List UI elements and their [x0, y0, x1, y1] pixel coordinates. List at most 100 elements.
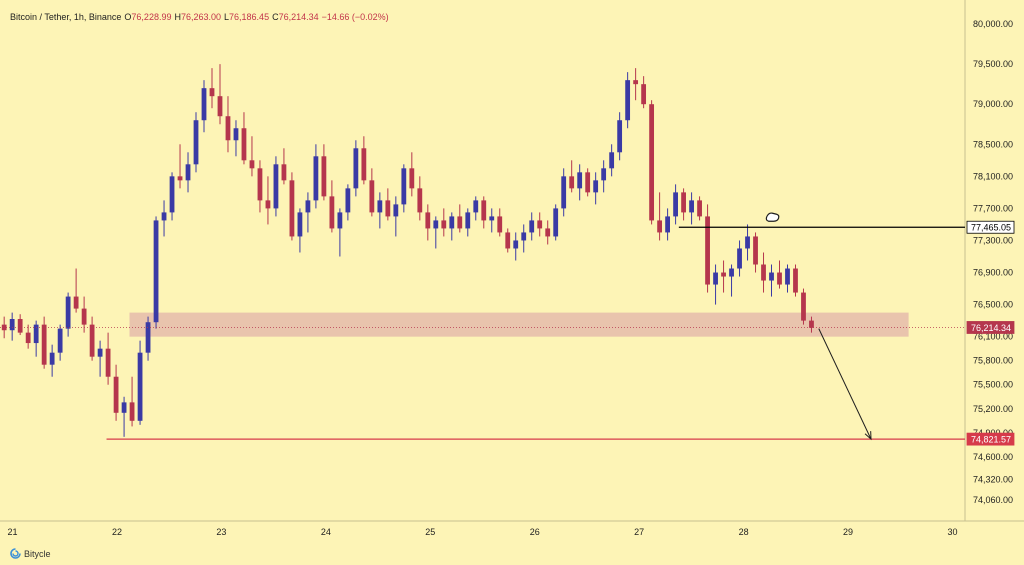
high-label: H [174, 12, 181, 22]
candle-body [113, 376, 119, 413]
hand-cursor-shape [765, 212, 780, 222]
candle-body [137, 352, 143, 421]
candle-body [649, 104, 655, 221]
candle-body [465, 212, 471, 229]
low-label: L [224, 12, 230, 22]
candle-body [65, 296, 71, 329]
candle-body [305, 200, 311, 213]
projection-arrow-head [864, 431, 872, 441]
candle-body [761, 264, 766, 281]
candle-body [57, 328, 63, 353]
candle-body [377, 200, 383, 213]
candle-body [489, 216, 495, 221]
candle-body [785, 268, 790, 285]
candle-body [569, 176, 575, 189]
open-label: O [124, 12, 132, 22]
candle-body [473, 200, 479, 213]
candle-body [337, 212, 343, 229]
candle-body [169, 176, 175, 213]
brand-watermark: Bitycle [10, 548, 51, 559]
candle-body [417, 188, 423, 213]
last-price-box [966, 321, 1015, 334]
price-tick-label: 75,500.00 [973, 380, 1013, 390]
candle-body [89, 324, 95, 357]
candle-body [641, 84, 647, 105]
candle-body [273, 164, 279, 209]
candle-body [49, 352, 55, 365]
candle-body [265, 200, 271, 209]
candle-body [449, 216, 455, 229]
candle-body [201, 88, 207, 121]
price-tick-label: 75,200.00 [973, 404, 1013, 414]
candle-body [681, 192, 686, 213]
candle-body [409, 168, 415, 189]
price-tick-label: 76,900.00 [973, 268, 1013, 278]
candle-body [721, 272, 726, 277]
target-price-box [966, 432, 1015, 446]
price-tick-label: 75,800.00 [973, 356, 1013, 366]
time-axis: 21 22 23 24 25 26 27 28 29 30 [8, 527, 958, 537]
candle-body [1, 324, 7, 331]
date-tick-label: 27 [634, 527, 644, 537]
date-tick-label: 30 [947, 527, 957, 537]
price-tick-label: 74,320.00 [973, 474, 1013, 484]
candle-body [393, 204, 399, 217]
candle-body [713, 272, 718, 285]
candle-body [177, 176, 183, 181]
candle-body [497, 216, 503, 233]
candle-body [665, 216, 670, 233]
candle-body [185, 164, 191, 181]
candle-body [705, 216, 710, 285]
candle-body [25, 332, 31, 344]
brand-name: Bitycle [24, 548, 51, 559]
date-tick-label: 23 [216, 527, 226, 537]
candle-body [529, 220, 535, 233]
price-tick-label: 78,100.00 [973, 171, 1013, 181]
price-tick-label: 79,500.00 [973, 59, 1013, 69]
candle-body [657, 220, 663, 233]
candle-body [9, 319, 15, 331]
candle-body [105, 348, 111, 377]
candle-body [729, 268, 734, 277]
candle-body [329, 196, 335, 229]
price-tick-label: 77,300.00 [973, 235, 1013, 245]
last-price-label: 76,214.34 [971, 323, 1011, 333]
open-value: 76,228.99 [131, 12, 172, 22]
candle-body [737, 248, 742, 269]
resistance-price-box [966, 220, 1015, 234]
resistance-price-label: 77,465.05 [971, 223, 1011, 233]
price-tick-label: 76,100.00 [973, 332, 1013, 342]
candle-body [753, 236, 758, 265]
price-tick-label: 78,500.00 [973, 139, 1013, 149]
candle-body [193, 120, 199, 165]
date-tick-label: 22 [112, 527, 122, 537]
date-tick-label: 25 [425, 527, 435, 537]
level-lines-layer [0, 212, 965, 441]
candle-body [17, 319, 23, 333]
date-tick-label: 28 [739, 527, 749, 537]
symbol-title: Bitcoin / Tether, 1h, Binance [10, 12, 122, 22]
high-value: 76,263.00 [180, 12, 222, 22]
date-tick-label: 26 [530, 527, 540, 537]
candle-body [457, 216, 463, 229]
candle-body [633, 80, 639, 85]
close-value: 76,214.34 [278, 12, 319, 22]
candle-body [249, 160, 255, 169]
candle-body [537, 220, 543, 229]
candle-body [321, 156, 327, 197]
candle-body [577, 172, 583, 189]
candle-body [361, 148, 367, 181]
candle-body [313, 156, 319, 201]
candle-body [161, 212, 167, 221]
target-price-label: 74,821.57 [971, 435, 1011, 445]
price-tick-label: 79,000.00 [973, 99, 1013, 109]
candle-body [505, 232, 511, 249]
candle-body [593, 180, 599, 193]
candle-body [777, 272, 782, 285]
candle-body [481, 200, 487, 221]
candle-body [609, 152, 615, 169]
price-tick-label: 74,600.00 [973, 452, 1013, 462]
candle-body [809, 320, 814, 328]
change-value: −14.66 (−0.02%) [321, 12, 389, 22]
